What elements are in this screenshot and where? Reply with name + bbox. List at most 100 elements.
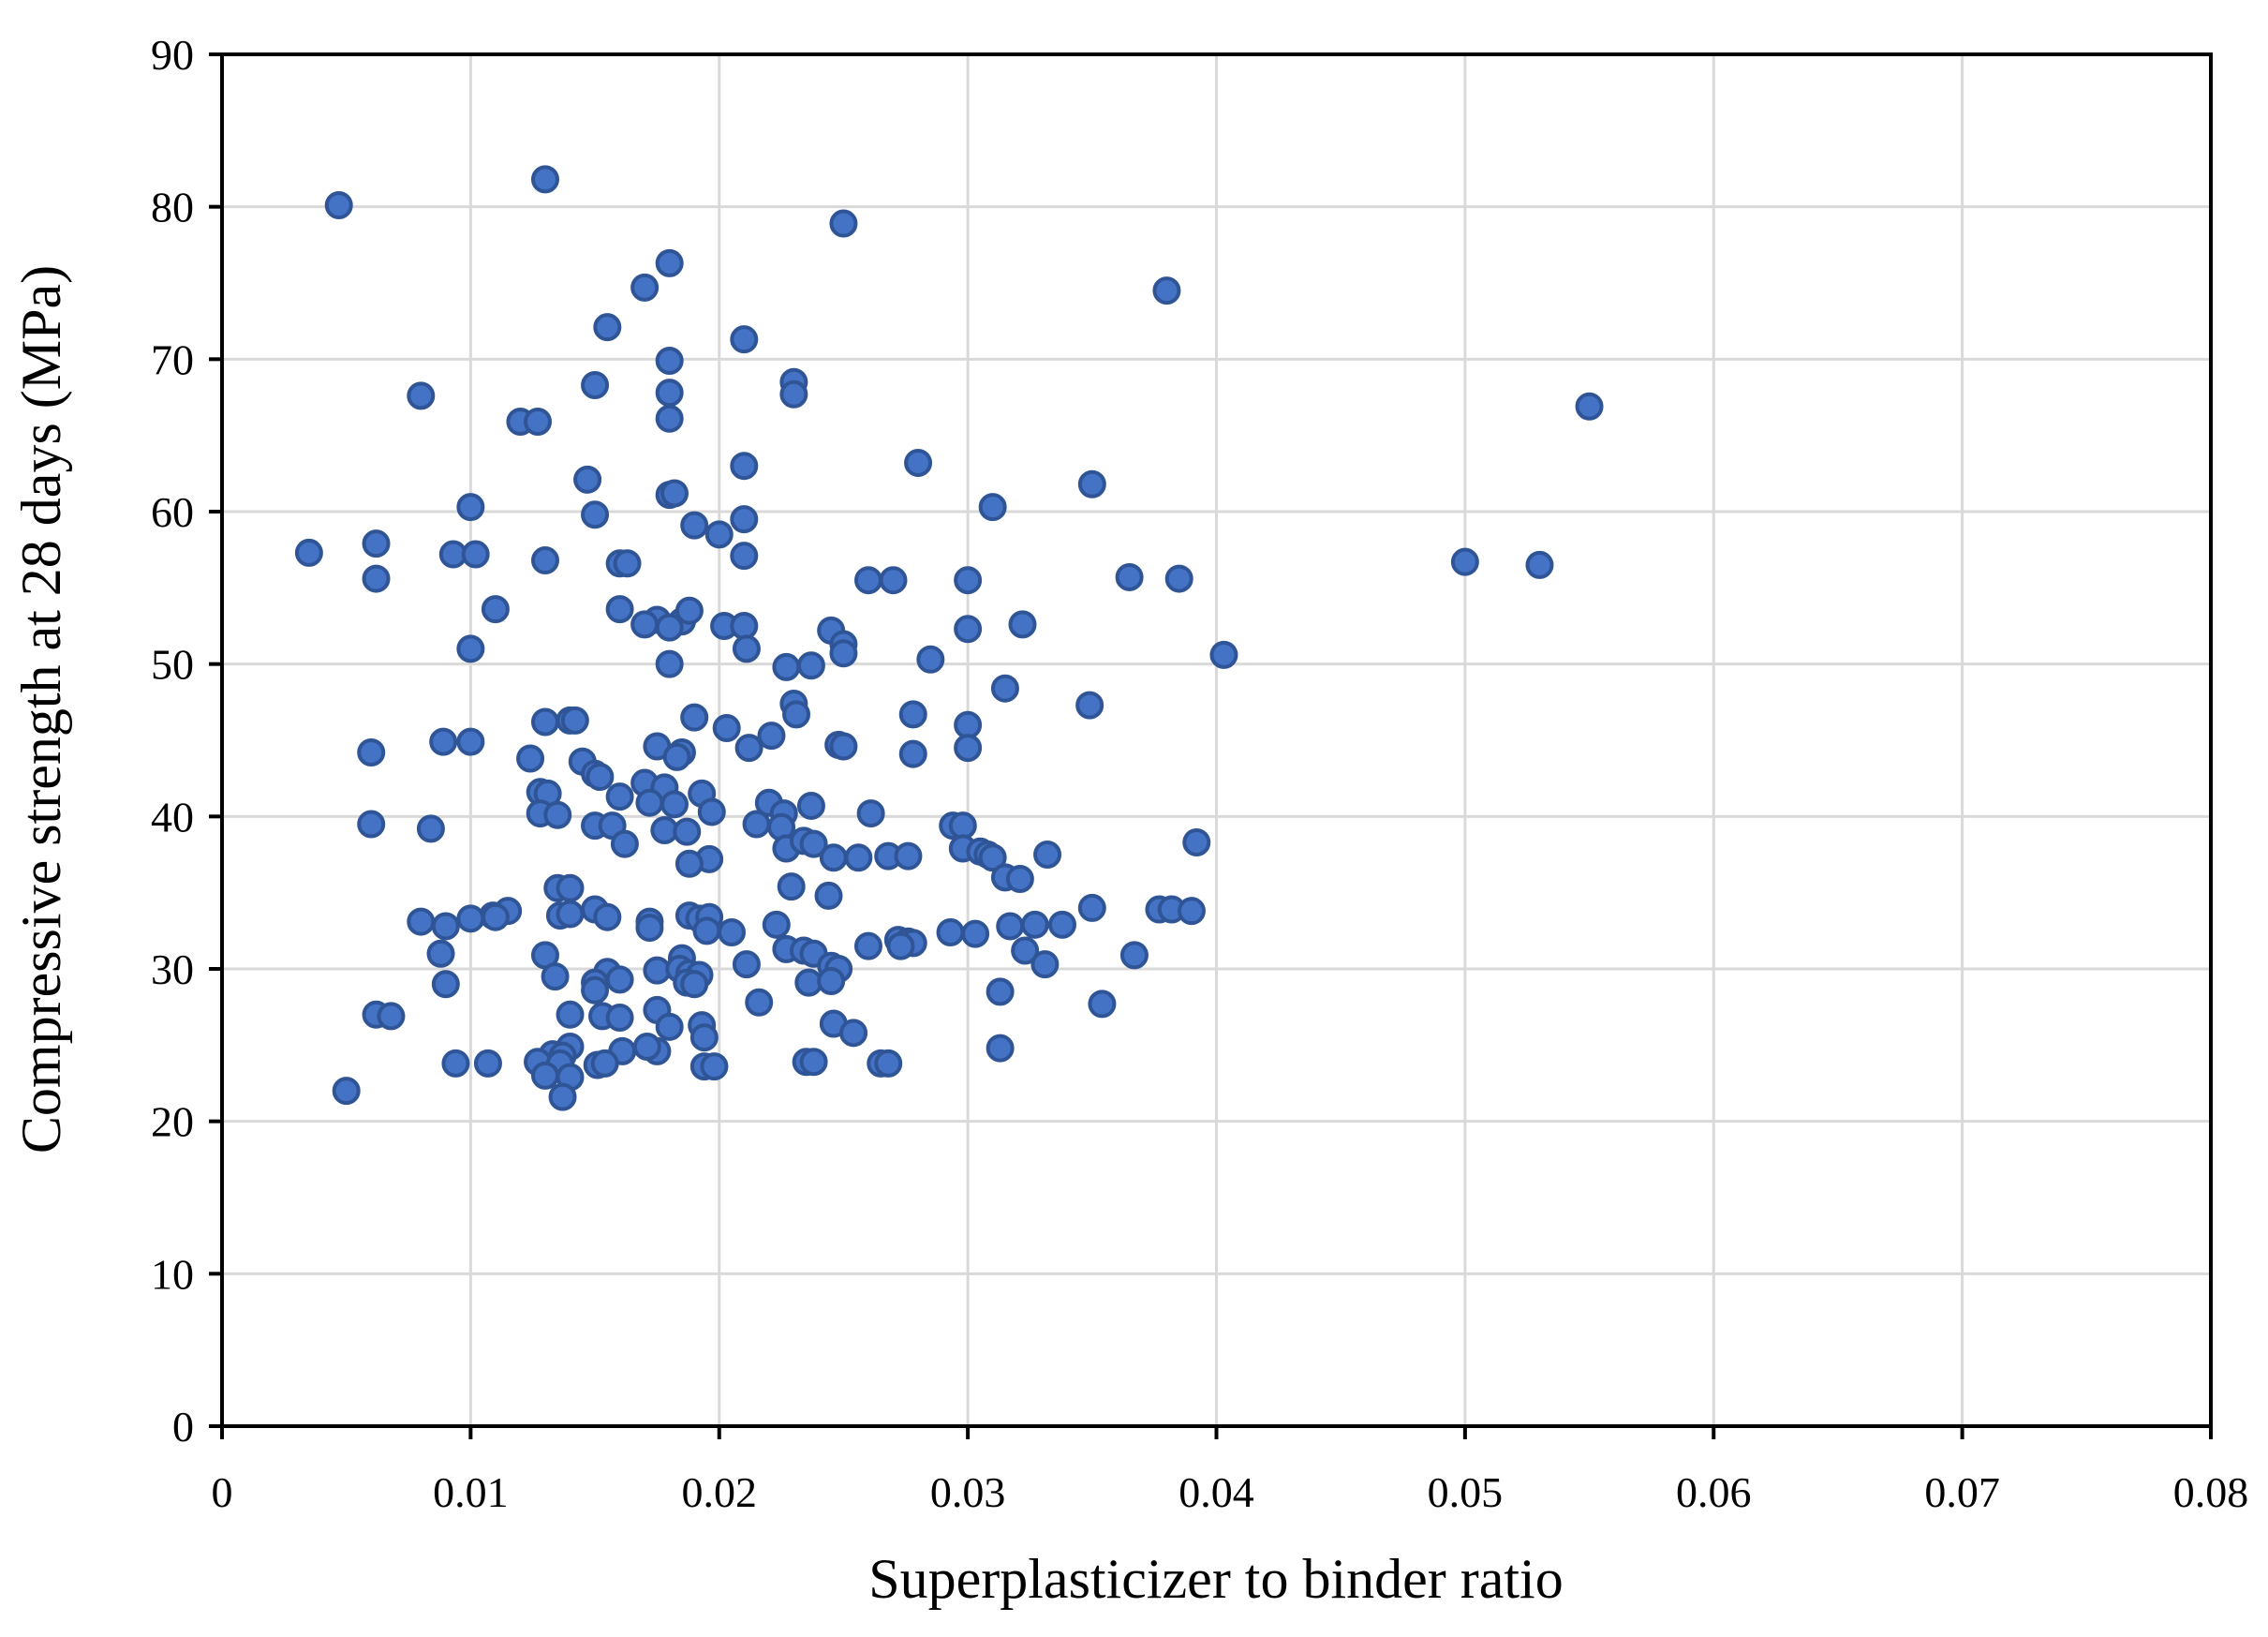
data-point <box>556 1000 585 1029</box>
x-tick-label: 0.04 <box>1178 1468 1254 1516</box>
data-point <box>817 967 846 996</box>
data-point <box>674 849 704 878</box>
x-tick-label: 0.02 <box>682 1468 758 1516</box>
data-point <box>635 914 664 943</box>
data-point <box>357 810 386 839</box>
data-point <box>1005 865 1034 894</box>
data-point <box>954 615 983 644</box>
tick-labels: 0 0.01 0.02 0.03 0.04 0.05 0.06 0.07 0.08 0 10 20 30… <box>151 31 2248 1516</box>
data-point <box>697 797 726 826</box>
data-point <box>660 790 689 819</box>
data-point <box>874 1049 903 1078</box>
data-point <box>732 634 761 663</box>
data-point <box>524 408 553 437</box>
data-point <box>1077 469 1106 499</box>
data-point <box>655 248 684 277</box>
data-point <box>416 814 445 843</box>
data-point <box>590 1049 619 1078</box>
data-point <box>362 564 391 593</box>
y-tick-label: 80 <box>151 184 194 231</box>
data-point <box>1008 610 1037 639</box>
data-point <box>704 520 734 549</box>
gridlines <box>222 54 2211 1426</box>
data-point <box>1077 893 1106 922</box>
data-point <box>856 799 885 828</box>
x-tick-label: 0.01 <box>433 1468 509 1516</box>
data-point <box>593 902 622 931</box>
data-point <box>481 902 510 931</box>
data-point <box>680 511 709 540</box>
y-tick-label: 0 <box>172 1403 194 1451</box>
data-point <box>772 652 801 681</box>
data-point <box>1075 691 1104 720</box>
data-point <box>541 962 570 991</box>
data-point <box>573 465 602 494</box>
data-point <box>757 722 786 751</box>
data-point <box>456 493 485 522</box>
data-point <box>530 707 559 737</box>
x-tick-label: 0 <box>212 1468 233 1516</box>
x-axis-label: Superplasticizer to binder ratio <box>868 1548 1563 1610</box>
data-point <box>357 738 386 767</box>
data-point <box>829 732 858 761</box>
data-point <box>1088 990 1117 1019</box>
data-point <box>581 975 610 1005</box>
data-point <box>610 829 639 858</box>
data-point <box>961 919 990 948</box>
data-point <box>718 917 747 946</box>
data-point <box>473 1049 502 1078</box>
data-point <box>441 1049 470 1078</box>
data-point <box>662 742 691 771</box>
data-point <box>948 811 977 841</box>
y-tick-label: 50 <box>151 641 194 689</box>
data-point <box>819 843 848 872</box>
data-point <box>986 1034 1015 1063</box>
data-point <box>655 404 684 433</box>
data-point <box>1119 941 1149 970</box>
data-point <box>456 727 485 756</box>
data-point <box>886 931 915 960</box>
y-tick-label: 70 <box>151 335 194 383</box>
data-point <box>673 817 702 846</box>
data-point <box>1152 276 1181 305</box>
data-point <box>1047 910 1076 939</box>
data-point <box>692 916 721 945</box>
data-point <box>431 970 460 999</box>
y-axis-label: Compressive strength at 28 days (MPa) <box>10 265 72 1153</box>
data-point <box>680 970 709 999</box>
y-tick-label: 30 <box>151 945 194 993</box>
data-point <box>1164 564 1193 593</box>
data-point <box>429 727 458 756</box>
data-point <box>1033 841 1062 869</box>
data-point <box>978 843 1007 872</box>
data-point <box>689 1023 719 1052</box>
data-point <box>839 1019 868 1048</box>
data-point <box>894 841 923 871</box>
data-point <box>732 950 761 979</box>
data-point <box>605 1004 634 1033</box>
x-tick-label: 0.07 <box>1924 1468 2000 1516</box>
data-point <box>779 379 808 409</box>
data-point <box>481 595 510 624</box>
data-point <box>680 703 709 732</box>
data-point <box>777 872 806 901</box>
data-point <box>1020 910 1049 939</box>
data-point <box>782 700 811 729</box>
data-point <box>556 873 585 902</box>
axes <box>209 52 2213 1439</box>
data-point <box>655 649 684 678</box>
data-point <box>799 1048 828 1077</box>
data-point <box>996 912 1025 941</box>
data-point <box>1030 950 1060 979</box>
y-tick-label: 60 <box>151 488 194 536</box>
data-point <box>898 700 927 729</box>
data-point <box>605 782 634 811</box>
data-point <box>954 734 983 763</box>
data-point <box>543 800 572 829</box>
data-point <box>660 479 689 508</box>
y-tick-label: 20 <box>151 1098 194 1146</box>
data-point <box>844 843 873 872</box>
data-point <box>655 1012 684 1041</box>
data-point <box>605 595 634 624</box>
